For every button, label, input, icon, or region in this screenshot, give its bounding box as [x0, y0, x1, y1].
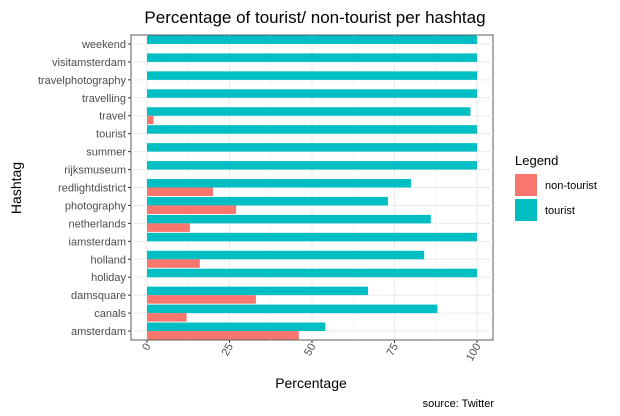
bars [147, 35, 477, 340]
bar-tourist-holland [147, 250, 425, 260]
y-tick-label: summer [86, 147, 126, 159]
bar-tourist-summer [147, 143, 477, 152]
legend-label: tourist [545, 205, 575, 217]
y-tick-label: damsquare [71, 290, 126, 302]
bar-non-tourist-photography [147, 205, 237, 214]
bar-tourist-tourist [147, 125, 477, 134]
x-axis: 0 25 50 75 100 [140, 340, 484, 364]
bar-non-tourist-holland [147, 259, 200, 268]
bar-non-tourist-netherlands [147, 223, 190, 232]
y-tick-label: weekend [81, 39, 126, 51]
bar-tourist-holiday [147, 268, 477, 278]
bar-tourist-travel [147, 107, 471, 116]
y-tick-label: redlightdistrict [58, 183, 126, 195]
y-tick-label: tourist [96, 129, 126, 141]
y-tick-label: iamsterdam [69, 236, 126, 248]
bar-tourist-damsquare [147, 286, 369, 296]
caption: source: Twitter [423, 398, 495, 410]
x-tick-label: 0 [140, 342, 153, 353]
bar-tourist-amsterdam [147, 322, 326, 332]
y-tick-label: amsterdam [71, 326, 126, 338]
y-axis: weekendvisitamsterdamtravelphotographytr… [38, 39, 131, 338]
bar-non-tourist-damsquare [147, 295, 256, 304]
y-tick-label: travelphotography [38, 75, 127, 87]
bar-non-tourist-travel [147, 115, 154, 125]
bar-non-tourist-amsterdam [147, 331, 299, 340]
chart-title: Percentage of tourist/ non-tourist per h… [144, 8, 485, 27]
bar-tourist-iamsterdam [147, 232, 477, 242]
bar-tourist-photography [147, 196, 388, 206]
y-tick-label: travel [99, 111, 126, 123]
legend-title: Legend [515, 153, 558, 168]
legend-key-non-tourist [515, 174, 537, 196]
bar-tourist-travelphotography [147, 71, 477, 80]
bar-tourist-canals [147, 304, 438, 314]
x-axis-title: Percentage [275, 375, 347, 391]
bar-tourist-travelling [147, 89, 477, 98]
y-axis-title: Hashtag [8, 162, 24, 214]
bar-tourist-redlightdistrict [147, 179, 411, 188]
y-tick-label: photography [65, 200, 127, 212]
y-tick-label: rijksmuseum [64, 165, 126, 177]
x-tick-label: 75 [385, 342, 402, 359]
x-tick-label: 100 [464, 342, 484, 364]
bar-non-tourist-redlightdistrict [147, 187, 213, 196]
y-tick-label: visitamsterdam [52, 57, 126, 69]
y-tick-label: holiday [91, 272, 126, 284]
y-tick-label: netherlands [69, 218, 127, 230]
y-tick-label: holland [91, 254, 126, 266]
bar-tourist-rijksmuseum [147, 161, 477, 170]
legend-label: non-tourist [545, 180, 597, 192]
legend-key-tourist [515, 199, 537, 221]
bar-tourist-visitamsterdam [147, 53, 477, 62]
y-tick-label: travelling [82, 93, 126, 105]
bar-tourist-netherlands [147, 214, 431, 224]
bar-non-tourist-canals [147, 313, 187, 322]
x-tick-label: 50 [302, 342, 319, 359]
legend: Legend non-tourist tourist [515, 153, 597, 221]
x-tick-label: 25 [220, 342, 237, 359]
bar-tourist-weekend [147, 35, 477, 44]
y-tick-label: canals [94, 308, 126, 320]
